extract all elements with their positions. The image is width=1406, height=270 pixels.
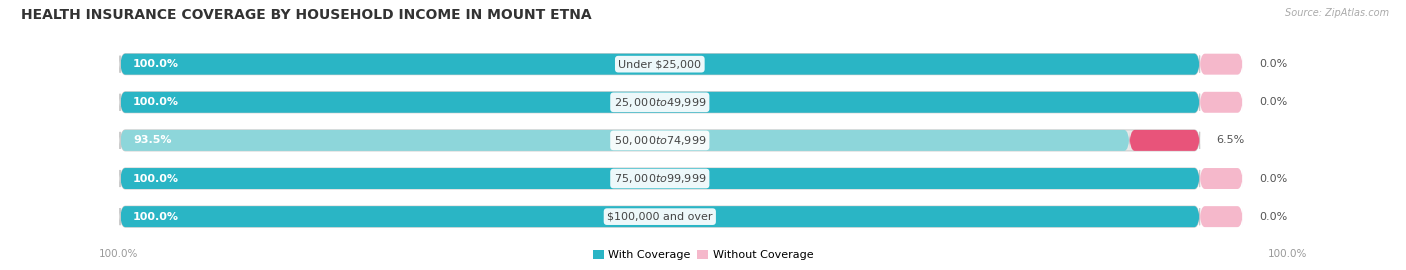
Text: 6.5%: 6.5% <box>1216 135 1244 146</box>
FancyBboxPatch shape <box>120 206 1199 227</box>
FancyBboxPatch shape <box>120 168 1199 189</box>
FancyBboxPatch shape <box>1199 206 1243 227</box>
Text: 100.0%: 100.0% <box>134 97 179 107</box>
Text: $50,000 to $74,999: $50,000 to $74,999 <box>613 134 706 147</box>
FancyBboxPatch shape <box>1129 130 1199 151</box>
Text: 100.0%: 100.0% <box>134 212 179 222</box>
Text: 0.0%: 0.0% <box>1258 212 1288 222</box>
Text: $100,000 and over: $100,000 and over <box>607 212 713 222</box>
Text: 0.0%: 0.0% <box>1258 97 1288 107</box>
Text: HEALTH INSURANCE COVERAGE BY HOUSEHOLD INCOME IN MOUNT ETNA: HEALTH INSURANCE COVERAGE BY HOUSEHOLD I… <box>21 8 592 22</box>
FancyBboxPatch shape <box>120 92 1199 113</box>
FancyBboxPatch shape <box>1199 168 1243 189</box>
FancyBboxPatch shape <box>1199 92 1243 113</box>
Text: 100.0%: 100.0% <box>98 249 138 259</box>
Text: Source: ZipAtlas.com: Source: ZipAtlas.com <box>1285 8 1389 18</box>
FancyBboxPatch shape <box>120 130 1129 151</box>
Text: Under $25,000: Under $25,000 <box>619 59 702 69</box>
Text: 0.0%: 0.0% <box>1258 59 1288 69</box>
FancyBboxPatch shape <box>120 206 1199 227</box>
Text: $75,000 to $99,999: $75,000 to $99,999 <box>613 172 706 185</box>
Text: 100.0%: 100.0% <box>1268 249 1308 259</box>
Text: 93.5%: 93.5% <box>134 135 172 146</box>
FancyBboxPatch shape <box>120 168 1199 189</box>
FancyBboxPatch shape <box>120 54 1199 75</box>
Text: 100.0%: 100.0% <box>134 59 179 69</box>
FancyBboxPatch shape <box>120 54 1199 75</box>
FancyBboxPatch shape <box>1199 54 1243 75</box>
FancyBboxPatch shape <box>120 130 1199 151</box>
FancyBboxPatch shape <box>120 92 1199 113</box>
Text: $25,000 to $49,999: $25,000 to $49,999 <box>613 96 706 109</box>
Legend: With Coverage, Without Coverage: With Coverage, Without Coverage <box>588 245 818 264</box>
Text: 0.0%: 0.0% <box>1258 174 1288 184</box>
Text: 100.0%: 100.0% <box>134 174 179 184</box>
